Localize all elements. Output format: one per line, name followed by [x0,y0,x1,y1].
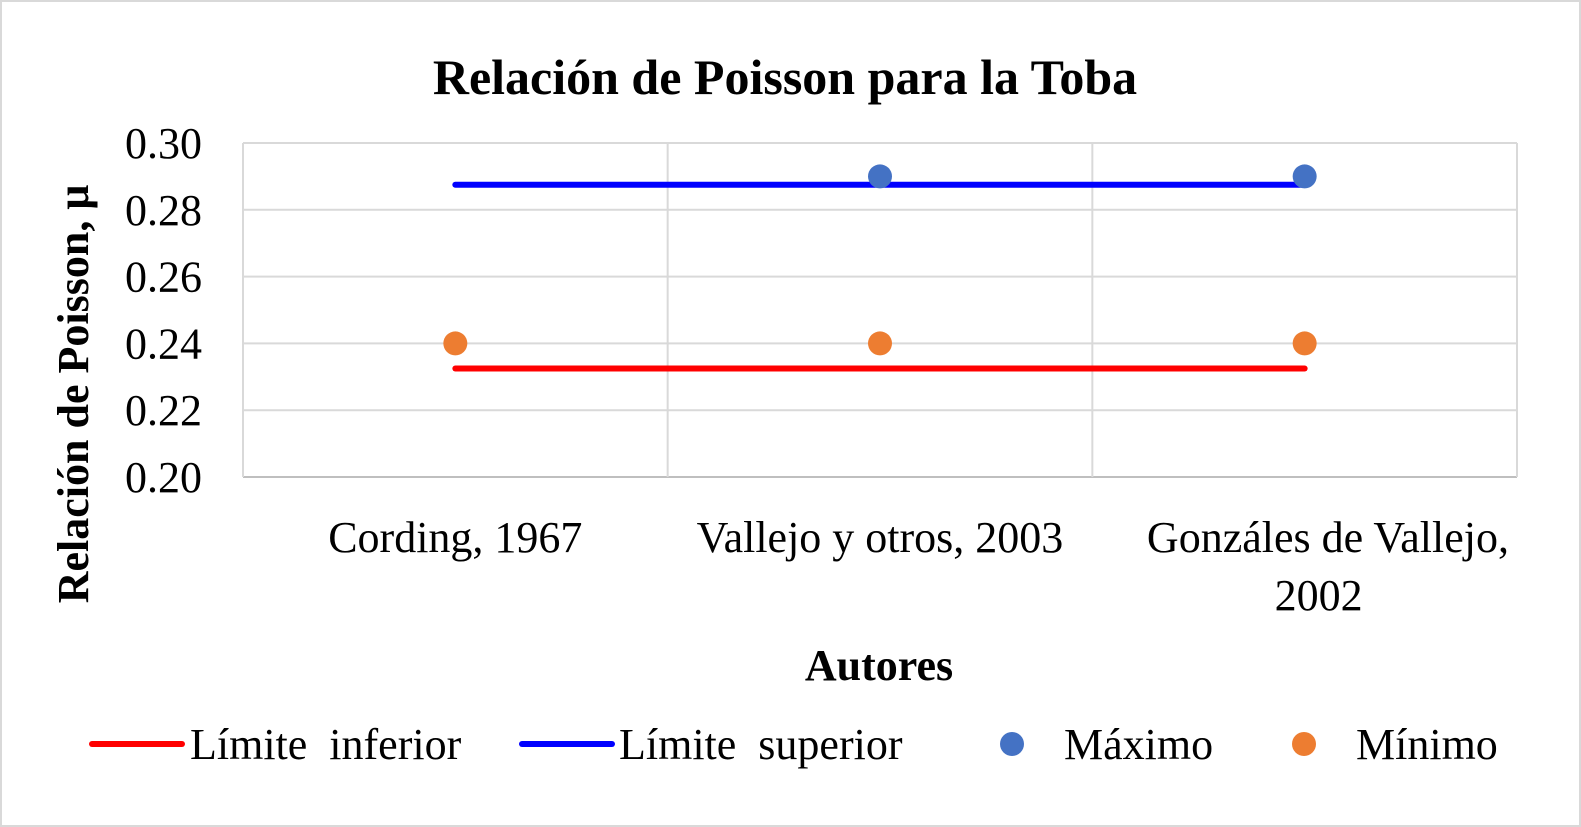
data-point-máximo [1292,164,1317,189]
data-point-máximo [868,164,892,189]
data-point-mínimo [1292,331,1317,356]
data-point-mínimo [868,331,892,356]
y-tick-label: 0.22 [125,386,202,435]
legend-label: Mínimo [1356,720,1498,769]
legend-swatch [1292,732,1316,756]
x-tick-label: Vallejo y otros, 2003 [697,513,1064,562]
x-axis-label: Autores [805,641,953,690]
x-tick-label: Gonzáles de Vallejo, [1147,513,1509,562]
data-point-mínimo [443,331,468,356]
chart-title: Relación de Poisson para la Toba [433,49,1137,105]
series [443,164,1317,372]
legend-swatch [1000,732,1024,756]
x-tick-label: 2002 [1275,571,1363,620]
y-tick-label: 0.30 [125,119,202,168]
legend-label: Máximo [1064,720,1213,769]
grid [242,142,1518,478]
y-tick-label: 0.28 [125,186,202,235]
legend-label: Límite inferior [190,720,462,769]
y-tick-label: 0.26 [125,253,202,302]
legend-label: Límite superior [619,720,903,769]
y-tick-label: 0.20 [125,453,202,502]
legend: Límite inferior Límite superior Máximo Míni… [89,720,1498,769]
y-tick-label: 0.24 [125,319,202,368]
y-axis-label: Relación de Poisson, μ [49,185,98,604]
x-tick-label: Cording, 1967 [328,513,582,562]
ticks: 0.20 0.22 0.24 0.26 0.28 0.30 Cording, 1967 Val… [125,119,1509,620]
